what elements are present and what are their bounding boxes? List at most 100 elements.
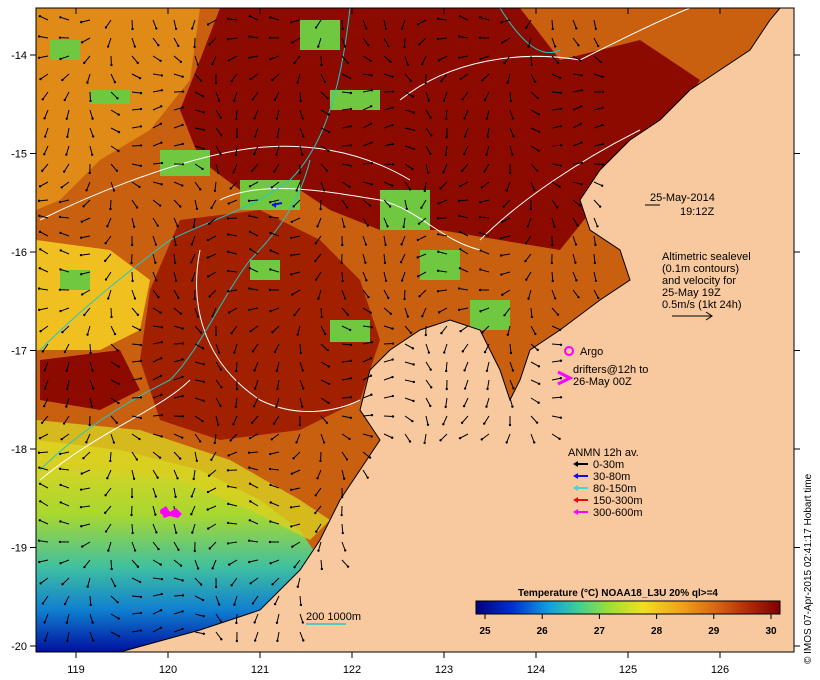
velocity-arrow — [173, 628, 183, 633]
velocity-arrowhead — [505, 441, 508, 444]
velocity-arrowhead — [387, 296, 390, 300]
velocity-arrowhead — [107, 297, 110, 300]
velocity-arrow — [509, 361, 514, 371]
velocity-arrow — [362, 253, 366, 263]
velocity-arrowhead — [130, 261, 133, 265]
velocity-arrow — [194, 145, 204, 150]
velocity-arrowhead — [486, 387, 489, 391]
velocity-arrow — [530, 73, 536, 83]
velocity-arrowhead — [580, 74, 584, 77]
velocity-arrowhead — [436, 269, 440, 272]
velocity-arrow — [438, 251, 448, 255]
velocity-arrow — [152, 73, 162, 76]
velocity-arrow — [362, 307, 371, 314]
anmn-arrowhead-icon — [573, 485, 578, 491]
velocity-arrow — [481, 433, 490, 440]
velocity-arrowhead — [248, 436, 252, 440]
velocity-arrow — [459, 307, 469, 311]
velocity-arrowhead — [133, 549, 137, 552]
velocity-arrowhead — [388, 205, 392, 208]
velocity-arrow — [66, 379, 70, 389]
velocity-arrowhead — [302, 135, 305, 138]
velocity-arrowhead — [38, 436, 42, 440]
velocity-arrow — [572, 217, 579, 226]
velocity-arrowhead — [82, 205, 85, 208]
velocity-arrowhead — [269, 501, 272, 504]
velocity-arrowhead — [301, 153, 304, 156]
velocity-arrowhead — [253, 621, 256, 624]
velocity-arrow — [299, 127, 304, 137]
velocity-arrow — [276, 379, 280, 389]
velocity-arrowhead — [190, 243, 194, 246]
velocity-arrow — [66, 361, 70, 371]
velocity-arrow — [445, 109, 448, 120]
velocity-arrowhead — [368, 204, 372, 207]
velocity-arrowhead — [370, 89, 374, 92]
velocity-arrowhead — [483, 98, 487, 102]
velocity-arrowhead — [323, 80, 327, 84]
velocity-arrowhead — [202, 380, 206, 383]
velocity-arrowhead — [340, 513, 343, 517]
velocity-arrow — [211, 55, 217, 65]
velocity-arrowhead — [59, 501, 62, 504]
velocity-arrowhead — [61, 583, 64, 586]
velocity-arrow — [173, 451, 181, 459]
velocity-arrow — [83, 199, 91, 207]
velocity-arrowhead — [551, 27, 554, 31]
velocity-arrow — [60, 559, 70, 564]
drifters-legend: drifters@12h to 26-May 00Z — [557, 364, 648, 388]
velocity-arrowhead — [181, 436, 184, 439]
velocity-arrow — [362, 289, 369, 298]
velocity-arrow — [251, 415, 259, 424]
velocity-arrow — [530, 145, 539, 152]
velocity-arrow — [320, 379, 330, 385]
velocity-arrowhead — [391, 342, 395, 345]
velocity-arrowhead — [177, 44, 180, 48]
velocity-arrow — [530, 109, 540, 115]
velocity-arrowhead — [43, 117, 46, 120]
velocity-arrowhead — [580, 89, 584, 92]
velocity-arrowhead — [37, 35, 41, 38]
velocity-arrow — [425, 415, 429, 425]
velocity-arrow — [152, 394, 162, 399]
velocity-arrowhead — [156, 476, 159, 479]
velocity-arrow — [270, 250, 280, 255]
velocity-arrow — [463, 397, 469, 407]
velocity-arrow — [235, 361, 238, 372]
velocity-arrowhead — [91, 135, 95, 138]
velocity-arrowhead — [206, 238, 210, 242]
velocity-arrow — [131, 19, 134, 30]
velocity-arrowhead — [159, 374, 163, 377]
velocity-arrow — [525, 253, 532, 262]
anmn-legend-label: 0-30m — [593, 459, 624, 471]
velocity-arrowhead — [536, 96, 539, 100]
velocity-arrow — [383, 433, 393, 439]
velocity-arrowhead — [293, 313, 296, 317]
velocity-arrowhead — [38, 466, 41, 469]
velocity-arrowhead — [135, 206, 139, 209]
velocity-arrow — [110, 577, 116, 587]
velocity-arrow — [272, 577, 280, 585]
velocity-arrow — [110, 559, 113, 570]
velocity-arrow — [530, 163, 538, 171]
velocity-arrow — [173, 199, 181, 207]
velocity-arrowhead — [533, 441, 536, 444]
velocity-arrowhead — [530, 63, 533, 67]
velocity-arrowhead — [202, 111, 205, 114]
velocity-arrow — [131, 55, 139, 64]
velocity-arrowhead — [578, 204, 582, 207]
velocity-arrowhead — [269, 200, 272, 204]
velocity-arrow — [152, 105, 162, 111]
velocity-arrowhead — [409, 79, 413, 83]
velocity-arrowhead — [458, 230, 462, 233]
velocity-arrow — [249, 559, 259, 563]
velocity-arrow — [482, 325, 490, 333]
velocity-arrowhead — [226, 521, 230, 525]
velocity-arrowhead — [558, 328, 562, 331]
velocity-arrow — [458, 199, 469, 202]
velocity-arrowhead — [269, 231, 272, 235]
velocity-arrow — [421, 55, 427, 65]
velocity-arrow — [173, 55, 182, 63]
velocity-arrowhead — [235, 369, 238, 373]
velocity-arrowhead — [442, 171, 445, 174]
